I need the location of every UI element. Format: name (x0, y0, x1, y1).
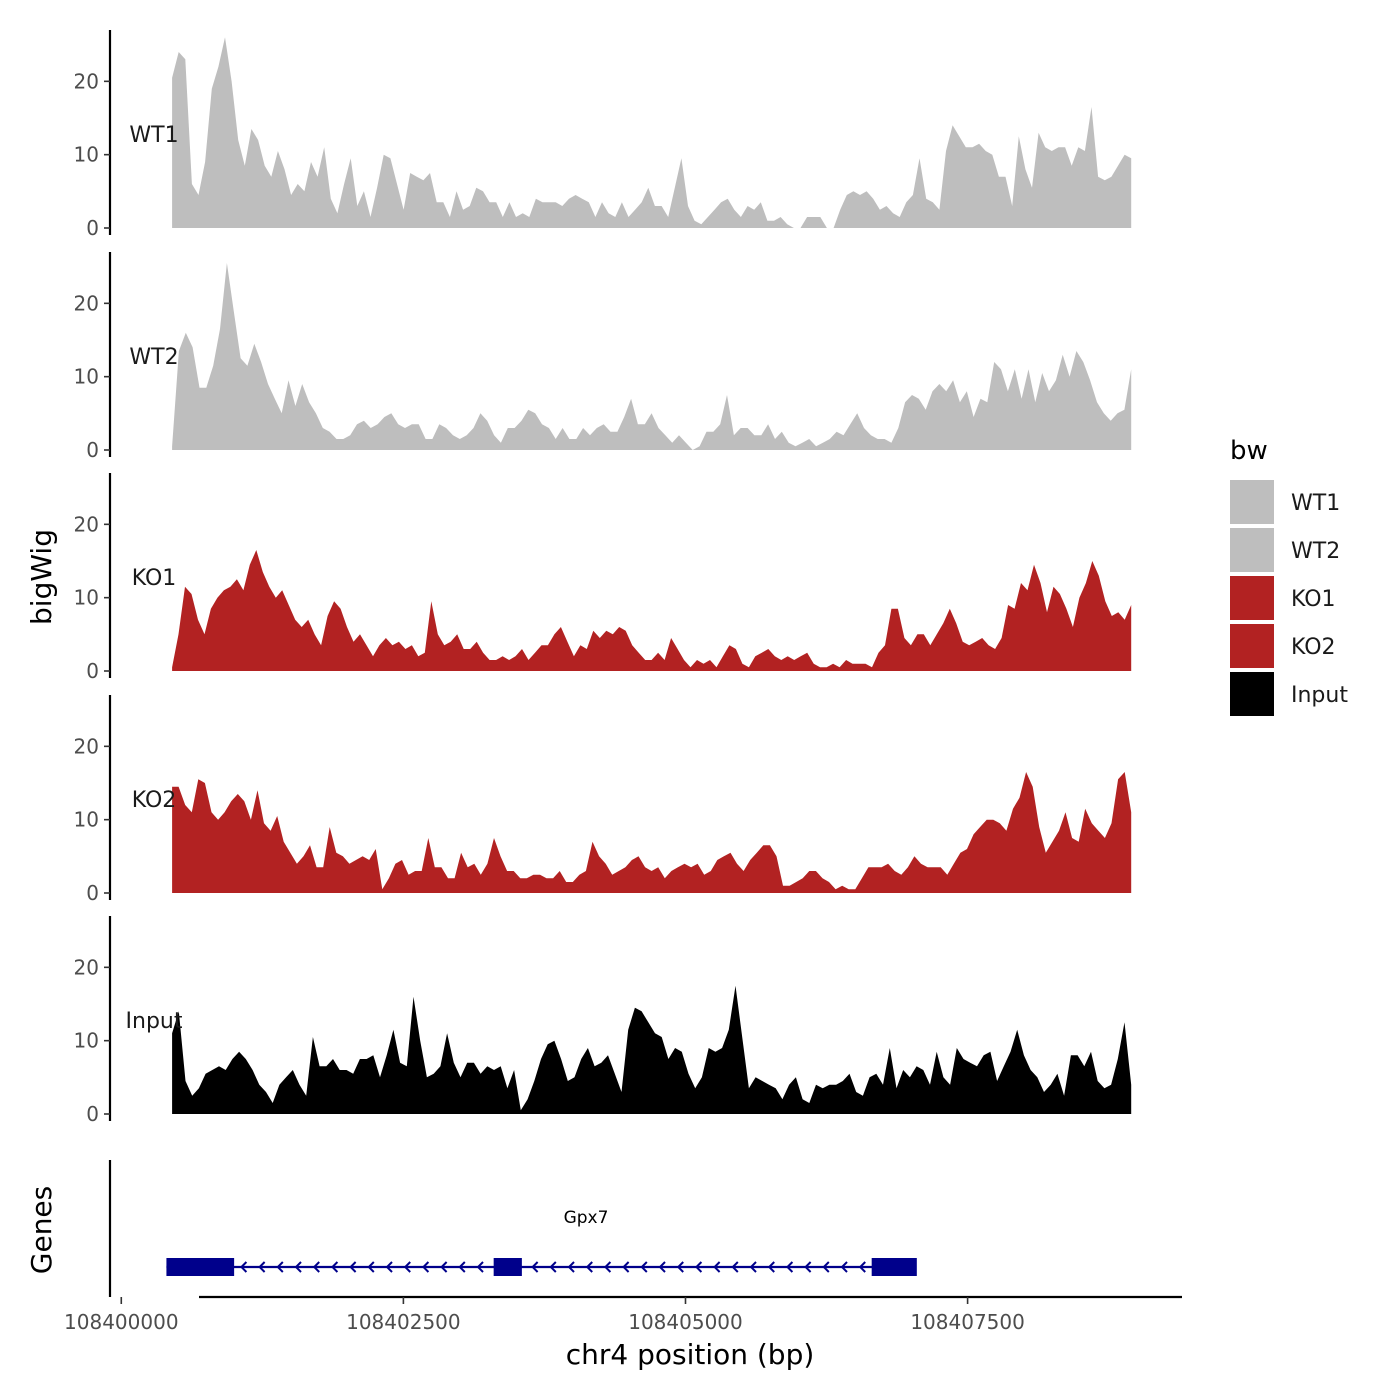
strand-chevron (312, 1261, 320, 1273)
track-panels: 0 10 20 WT1 0 10 20 WT2 0 10 20 KO1 0 10 20 KO2 0 10 20 Inp… (74, 30, 1132, 1126)
gene-track: Gpx7 (108, 1160, 917, 1297)
x-tick-label: 108405000 (628, 1310, 743, 1334)
track-ko2: 0 10 20 KO2 (74, 695, 1132, 905)
area-wt1 (172, 37, 1132, 228)
strand-chevron (713, 1261, 721, 1273)
gene-exon (493, 1258, 522, 1276)
strand-chevron (258, 1261, 266, 1273)
strand-chevron (858, 1261, 866, 1273)
strand-chevron (240, 1261, 248, 1273)
strand-chevron (749, 1261, 757, 1273)
strand-chevron (676, 1261, 684, 1273)
y-tick-label: 20 (74, 69, 99, 93)
legend-title: bw (1230, 436, 1268, 466)
track-label-ko1: KO1 (132, 566, 177, 591)
legend-label-input: Input (1291, 683, 1348, 708)
area-ko2 (172, 772, 1132, 893)
y-tick-label: 20 (74, 734, 99, 758)
strand-chevron (349, 1261, 357, 1273)
legend-key-ko1 (1230, 576, 1274, 620)
y-tick-label: 20 (74, 512, 99, 536)
y-tick-label: 10 (74, 365, 99, 389)
strand-chevron (440, 1261, 448, 1273)
strand-chevron (531, 1261, 539, 1273)
area-ko1 (172, 550, 1132, 671)
strand-chevron (331, 1261, 339, 1273)
y-axis-title: bigWig (25, 529, 58, 625)
legend-label-ko2: KO2 (1291, 635, 1336, 660)
y-tick-label: 20 (74, 291, 99, 315)
x-tick-label: 108400000 (64, 1310, 179, 1334)
x-tick-label: 108407500 (910, 1310, 1025, 1334)
legend-label-wt2: WT2 (1291, 539, 1340, 564)
strand-chevron (840, 1261, 848, 1273)
x-axis: 108400000 108402500 108405000 108407500 (64, 1295, 1182, 1334)
strand-chevron (695, 1261, 703, 1273)
track-label-input: Input (126, 1009, 183, 1034)
y-tick-label: 0 (86, 216, 99, 240)
strand-chevron (458, 1261, 466, 1273)
x-axis-title: chr4 position (bp) (566, 1338, 815, 1371)
gene-label: Gpx7 (564, 1208, 609, 1228)
strand-chevron (804, 1261, 812, 1273)
track-wt2: 0 10 20 WT2 (74, 252, 1132, 462)
strand-chevron (658, 1261, 666, 1273)
area-wt2 (172, 263, 1132, 450)
genes-axis-title: Genes (25, 1186, 58, 1274)
y-tick-label: 10 (74, 808, 99, 832)
strand-chevron (585, 1261, 593, 1273)
y-tick-label: 10 (74, 1029, 99, 1053)
strand-chevron (567, 1261, 575, 1273)
strand-chevron (422, 1261, 430, 1273)
strand-chevron (604, 1261, 612, 1273)
legend-label-wt1: WT1 (1291, 491, 1340, 516)
track-label-wt2: WT2 (129, 345, 178, 370)
strand-chevron (822, 1261, 830, 1273)
strand-chevron (767, 1261, 775, 1273)
strand-chevron (403, 1261, 411, 1273)
legend-key-wt1 (1230, 480, 1274, 524)
y-tick-label: 0 (86, 438, 99, 462)
track-wt1: 0 10 20 WT1 (74, 30, 1132, 240)
strand-chevron (622, 1261, 630, 1273)
strand-chevron (476, 1261, 484, 1273)
y-tick-label: 0 (86, 881, 99, 905)
y-tick-label: 0 (86, 659, 99, 683)
y-tick-label: 20 (74, 955, 99, 979)
strand-chevron (367, 1261, 375, 1273)
strand-chevron (731, 1261, 739, 1273)
strand-chevron (786, 1261, 794, 1273)
x-tick-label: 108402500 (346, 1310, 461, 1334)
y-tick-label: 10 (74, 586, 99, 610)
gene-exon (166, 1258, 235, 1276)
track-label-wt1: WT1 (129, 123, 178, 148)
track-label-ko2: KO2 (132, 788, 177, 813)
strand-chevron (640, 1261, 648, 1273)
legend-label-ko1: KO1 (1291, 587, 1336, 612)
strand-chevron (385, 1261, 393, 1273)
strand-chevron (549, 1261, 557, 1273)
area-input (172, 985, 1132, 1114)
track-input: 0 10 20 Input (74, 916, 1132, 1126)
strand-chevron (294, 1261, 302, 1273)
legend-key-input (1230, 672, 1274, 716)
track-ko1: 0 10 20 KO1 (74, 473, 1132, 683)
gene-exon (871, 1258, 917, 1276)
legend-key-ko2 (1230, 624, 1274, 668)
y-tick-label: 0 (86, 1102, 99, 1126)
strand-chevron (276, 1261, 284, 1273)
legend-key-wt2 (1230, 528, 1274, 572)
y-tick-label: 10 (74, 143, 99, 167)
legend: bw WT1 WT2 KO1 KO2 Input (1230, 436, 1348, 716)
